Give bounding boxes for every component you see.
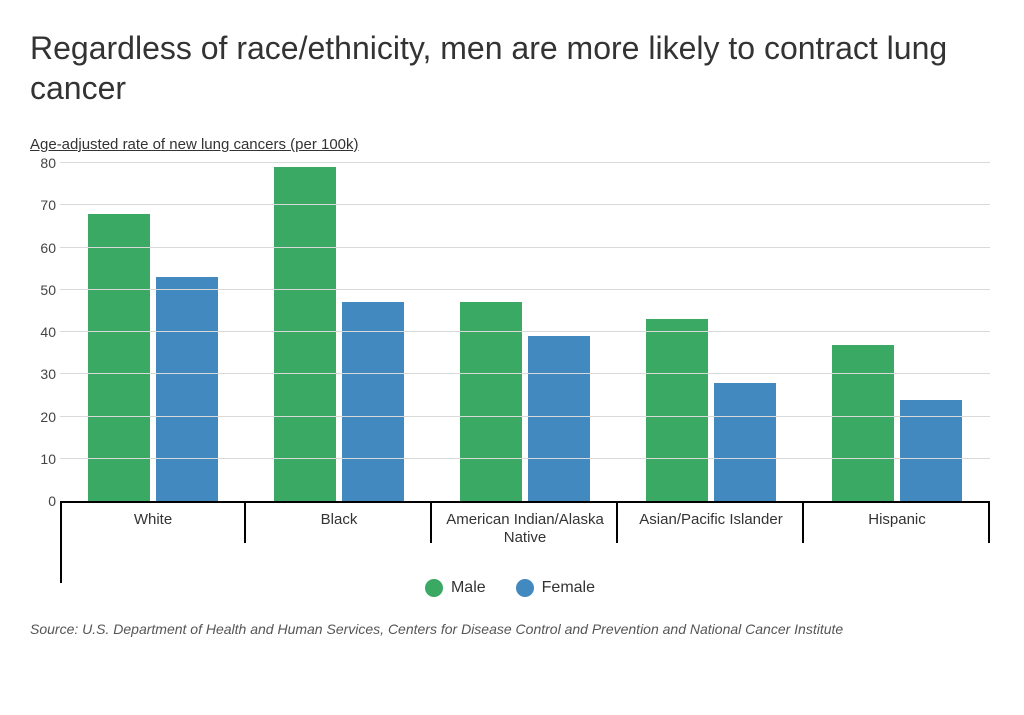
legend-swatch-icon [516,579,534,597]
bar [832,345,894,501]
y-tick-label: 50 [30,282,56,298]
bar-group [804,163,990,501]
x-tick-label: Black [246,503,432,551]
bar [714,383,776,501]
gridline [60,458,990,459]
bar [342,302,404,501]
y-tick-label: 60 [30,240,56,256]
legend-label: Female [542,579,595,597]
legend: Male Female [30,579,990,597]
x-tick-label: White [60,503,246,551]
chart-title: Regardless of race/ethnicity, men are mo… [30,28,994,108]
bar-group [432,163,618,501]
bar [274,167,336,501]
x-tick-label: American Indian/Alaska Native [432,503,618,551]
gridline [60,331,990,332]
y-tick-label: 10 [30,451,56,467]
legend-item: Female [516,579,595,597]
y-tick-label: 0 [30,493,56,509]
x-axis: WhiteBlackAmerican Indian/Alaska NativeA… [60,503,990,551]
gridline [60,289,990,290]
y-tick-label: 80 [30,155,56,171]
bar-group [618,163,804,501]
bar-group [60,163,246,501]
legend-swatch-icon [425,579,443,597]
chart-subtitle: Age-adjusted rate of new lung cancers (p… [30,136,994,153]
gridline [60,162,990,163]
y-tick-label: 40 [30,324,56,340]
bar-groups [60,163,990,501]
bar [460,302,522,501]
bar [646,319,708,501]
gridline [60,373,990,374]
y-tick-label: 20 [30,409,56,425]
y-tick-label: 30 [30,366,56,382]
bar [528,336,590,501]
chart: 01020304050607080 WhiteBlackAmerican Ind… [30,163,990,597]
gridline [60,247,990,248]
gridline [60,204,990,205]
plot-area: 01020304050607080 [60,163,990,503]
source-text: Source: U.S. Department of Health and Hu… [30,621,994,637]
y-tick-label: 70 [30,197,56,213]
gridline [60,416,990,417]
legend-label: Male [451,579,486,597]
bar-group [246,163,432,501]
x-tick-label: Hispanic [804,503,990,551]
bar [156,277,218,501]
x-tick-label: Asian/Pacific Islander [618,503,804,551]
legend-item: Male [425,579,486,597]
